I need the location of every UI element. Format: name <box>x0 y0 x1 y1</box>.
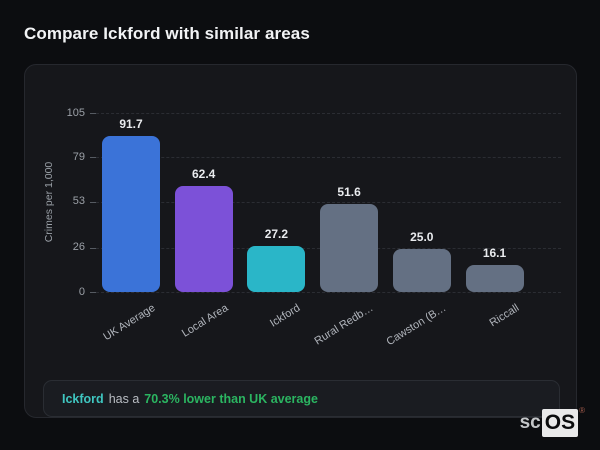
bar-rural-redb[interactable] <box>320 204 379 292</box>
logo-prefix: sc <box>519 412 541 433</box>
bar-ickford[interactable] <box>247 245 306 292</box>
y-tick-label: 105 <box>66 106 85 119</box>
y-tick-mark <box>90 113 96 114</box>
y-tick-label: 53 <box>72 195 85 208</box>
y-tick-mark <box>90 157 96 159</box>
bar-value-label: 27.2 <box>264 226 289 241</box>
y-tick-mark <box>90 201 96 203</box>
gridline <box>96 157 561 159</box>
bar-value-label: 91.7 <box>119 116 143 131</box>
note-area-name: Ickford <box>62 391 104 406</box>
y-tick-label: 79 <box>72 150 85 163</box>
chart-card: Crimes per 1,000 0 26 53 79 105 91.7 62.4 27.2… <box>24 64 577 418</box>
gridline <box>96 292 561 293</box>
note-middle-text: has a <box>108 391 140 406</box>
gridline <box>96 201 561 203</box>
bar-uk-average[interactable] <box>102 135 160 292</box>
logo-os-badge: OS <box>541 409 579 437</box>
bar-value-label: 25.0 <box>410 230 434 245</box>
y-tick-label: 26 <box>72 241 85 254</box>
bar-riccall[interactable] <box>465 264 524 292</box>
scos-logo: sc OS ® <box>520 407 585 437</box>
page-title: Compare Ickford with similar areas <box>24 24 310 43</box>
bar-value-label: 51.6 <box>337 185 361 200</box>
bar-value-label: 16.1 <box>482 245 507 260</box>
bar-local-area[interactable] <box>174 185 233 292</box>
gridline <box>96 113 561 114</box>
bar-value-label: 62.4 <box>192 166 216 181</box>
y-tick-mark <box>90 247 96 249</box>
bar-cawston-b[interactable] <box>392 249 451 292</box>
comparison-note: Ickford has a 70.3% lower than UK averag… <box>43 380 560 417</box>
y-tick-mark <box>90 292 96 293</box>
note-highlight-text: 70.3% lower than UK average <box>144 391 318 406</box>
y-tick-label: 0 <box>78 285 85 298</box>
registered-trademark-icon: ® <box>579 406 585 415</box>
